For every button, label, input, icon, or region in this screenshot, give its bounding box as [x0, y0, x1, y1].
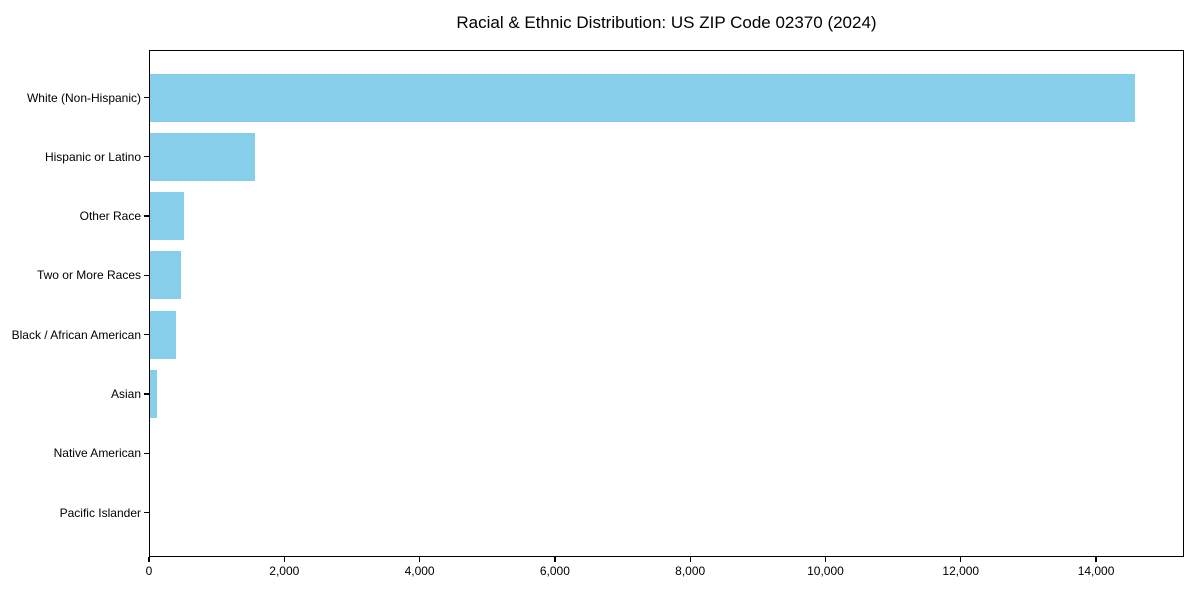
y-tick-label: Two or More Races — [36, 268, 141, 283]
y-tick-mark — [143, 452, 149, 454]
x-tick-label: 4,000 — [404, 564, 435, 578]
bar — [149, 251, 181, 300]
bar — [149, 429, 151, 478]
y-tick-label: Pacific Islander — [59, 505, 141, 520]
x-tick-mark — [824, 556, 827, 562]
bar — [149, 192, 185, 241]
x-tick-mark — [689, 556, 691, 562]
y-tick-mark — [143, 96, 149, 99]
x-tick-label: 0 — [145, 564, 153, 578]
y-tick-mark — [143, 393, 149, 395]
y-tick-label: Native American — [53, 446, 141, 461]
x-tick-label: 6,000 — [539, 564, 570, 578]
bar — [149, 132, 255, 181]
plot-frame — [149, 50, 1184, 557]
x-tick-label: 12,000 — [942, 564, 980, 578]
y-tick-label: Hispanic or Latino — [44, 149, 141, 164]
x-tick-mark — [283, 556, 285, 562]
x-tick-mark — [554, 556, 556, 562]
plot-area — [149, 50, 1184, 557]
y-tick-mark — [143, 334, 149, 336]
bar — [149, 370, 158, 418]
y-tick-label: Other Race — [79, 209, 141, 224]
y-tick-label: Asian — [110, 387, 141, 401]
chart-title: Racial & Ethnic Distribution: US ZIP Cod… — [456, 13, 877, 32]
y-tick-label: Black / African American — [11, 327, 141, 342]
x-tick-mark — [1095, 556, 1097, 562]
y-tick-mark — [143, 156, 149, 158]
y-tick-mark — [143, 215, 149, 217]
x-tick-mark — [148, 556, 150, 562]
y-tick-mark — [143, 511, 149, 514]
y-tick-label: White (Non-Hispanic) — [26, 90, 141, 105]
bar — [149, 310, 177, 359]
x-tick-label: 10,000 — [807, 564, 844, 578]
x-tick-label: 14,000 — [1077, 564, 1115, 578]
x-tick-mark — [418, 556, 421, 562]
x-tick-label: 2,000 — [269, 564, 300, 578]
bar — [149, 73, 1135, 122]
y-tick-mark — [143, 274, 149, 277]
x-tick-label: 8,000 — [675, 564, 706, 578]
x-tick-mark — [960, 556, 962, 562]
